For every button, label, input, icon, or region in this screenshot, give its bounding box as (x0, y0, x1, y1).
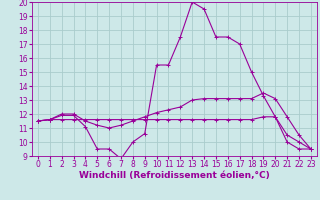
X-axis label: Windchill (Refroidissement éolien,°C): Windchill (Refroidissement éolien,°C) (79, 171, 270, 180)
